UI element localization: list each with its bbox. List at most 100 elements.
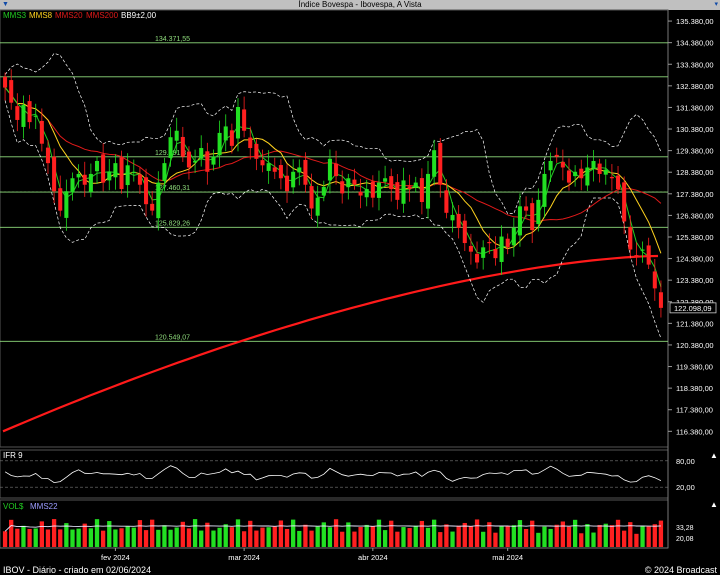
volume-bar bbox=[33, 528, 38, 547]
volume-bar bbox=[241, 531, 247, 547]
volume-bar bbox=[254, 530, 259, 547]
volume-bar bbox=[315, 526, 320, 547]
candle-body bbox=[278, 165, 283, 179]
volume-bar bbox=[156, 529, 161, 547]
volume-bar bbox=[456, 525, 461, 547]
volume-bar bbox=[192, 519, 198, 547]
candle-body bbox=[291, 171, 296, 188]
volume-bar bbox=[9, 519, 14, 547]
volume-bar bbox=[462, 522, 467, 547]
volume-panel-toggle-icon[interactable]: ▲ bbox=[710, 500, 718, 509]
volume-bar bbox=[389, 520, 394, 547]
candle-body bbox=[254, 143, 259, 159]
y-tick-label: 120.380,00 bbox=[676, 341, 714, 350]
volume-bar bbox=[333, 519, 339, 547]
candle-body bbox=[548, 160, 553, 171]
volume-bar bbox=[591, 532, 596, 547]
candle-body bbox=[468, 245, 473, 252]
volume-bar bbox=[425, 527, 431, 547]
candle-body bbox=[481, 247, 486, 258]
candle-body bbox=[622, 182, 627, 222]
volume-bar bbox=[162, 525, 167, 547]
volume-bar bbox=[143, 530, 149, 547]
volume-bar bbox=[358, 526, 363, 547]
volume-bar bbox=[505, 525, 510, 547]
volume-bar bbox=[517, 520, 523, 547]
candle-body bbox=[524, 206, 529, 211]
volume-bar bbox=[119, 528, 124, 547]
volume-bar bbox=[266, 527, 271, 547]
volume-bar bbox=[487, 522, 492, 547]
volume-bar bbox=[364, 524, 369, 547]
candle-body bbox=[499, 236, 504, 262]
candle-body bbox=[444, 190, 449, 213]
volume-bar bbox=[82, 523, 87, 547]
candle-body bbox=[174, 130, 179, 141]
volume-bar bbox=[395, 531, 400, 547]
candle-body bbox=[591, 160, 596, 169]
volume-bar bbox=[64, 523, 69, 547]
candle-body bbox=[413, 182, 418, 188]
footer-caption: IBOV - Diário - criado em 02/06/2024 bbox=[3, 565, 152, 575]
volume-bar bbox=[634, 533, 639, 547]
volume-bar bbox=[260, 527, 265, 547]
candle-body bbox=[321, 186, 326, 196]
y-tick-label: 122.380,00 bbox=[676, 298, 714, 307]
footer: IBOV - Diário - criado em 02/06/2024 © 2… bbox=[0, 565, 720, 575]
candle-body bbox=[370, 181, 375, 198]
horizontal-level-label: 120.549,07 bbox=[155, 334, 190, 341]
x-tick-label: abr 2024 bbox=[358, 553, 388, 562]
window-menu-icon[interactable]: ▼ bbox=[2, 1, 9, 8]
candle-body bbox=[493, 249, 498, 259]
window-resize-icon[interactable]: ▾ bbox=[714, 1, 718, 8]
volume-bar bbox=[125, 526, 130, 547]
candle-body bbox=[70, 178, 75, 193]
volume-bar bbox=[70, 529, 75, 547]
y-tick-label: 131.380,00 bbox=[676, 103, 714, 112]
candle-body bbox=[487, 241, 492, 244]
candle-body bbox=[76, 173, 81, 178]
candle-body bbox=[456, 213, 461, 228]
volume-bar bbox=[523, 528, 529, 547]
candle-body bbox=[21, 104, 26, 127]
bollinger-upper bbox=[4, 52, 662, 214]
volume-bar bbox=[444, 524, 449, 547]
candle-body bbox=[401, 180, 406, 204]
y-tick-label: 126.380,00 bbox=[676, 211, 714, 220]
volume-bar bbox=[511, 525, 516, 547]
volume-bar bbox=[474, 519, 480, 547]
candle-body bbox=[352, 179, 357, 185]
y-tick-label: 119.380,00 bbox=[676, 363, 713, 372]
candle-body bbox=[616, 175, 621, 190]
y-tick-label: 124.380,00 bbox=[676, 255, 714, 264]
volume-bar bbox=[180, 521, 185, 547]
candle-body bbox=[235, 107, 241, 139]
volume-bar bbox=[554, 524, 559, 547]
candle-body bbox=[315, 197, 320, 216]
candle-body bbox=[407, 186, 412, 190]
candle-body bbox=[346, 178, 351, 188]
candle-body bbox=[82, 174, 87, 185]
candle-body bbox=[658, 292, 663, 308]
ifr-panel-toggle-icon[interactable]: ▲ bbox=[710, 451, 718, 460]
candle-body bbox=[505, 238, 510, 248]
y-tick-label: 125.380,00 bbox=[676, 233, 714, 242]
volume-bar bbox=[223, 524, 228, 547]
candle-body bbox=[266, 163, 271, 171]
candle-body bbox=[395, 182, 400, 200]
candle-body bbox=[609, 176, 614, 179]
candle-body bbox=[634, 255, 639, 257]
volume-bar bbox=[94, 519, 100, 547]
footer-copyright: © 2024 Broadcast bbox=[644, 565, 717, 575]
window-titlebar bbox=[0, 0, 720, 10]
volume-bar bbox=[658, 520, 664, 547]
candle-body bbox=[450, 214, 455, 221]
y-tick-label: 117.380,00 bbox=[676, 406, 713, 415]
candle-body bbox=[425, 173, 431, 209]
volume-bar bbox=[2, 531, 8, 547]
y-tick-label: 116.380,00 bbox=[676, 427, 713, 436]
ifr-tick-label: 20,00 bbox=[676, 483, 695, 492]
candle-body bbox=[364, 189, 369, 198]
y-tick-label: 128.380,00 bbox=[676, 168, 714, 177]
candle-body bbox=[113, 163, 118, 178]
